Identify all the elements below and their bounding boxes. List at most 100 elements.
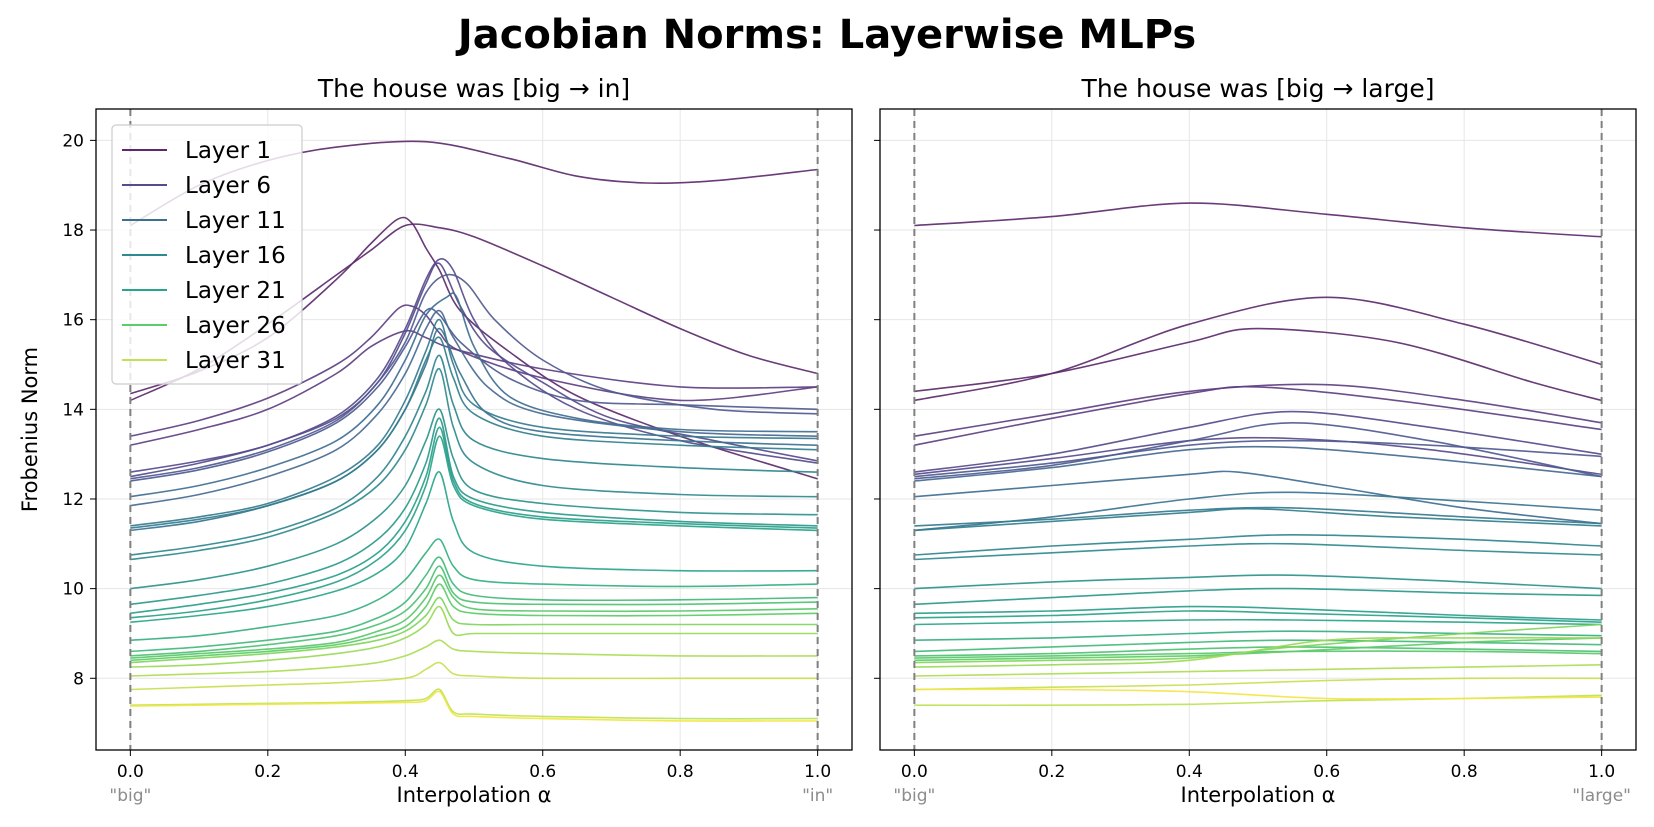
series-line-l27: [130, 596, 818, 664]
series-line-l9: [130, 307, 818, 482]
x-tick-label: 1.0: [804, 762, 831, 782]
series-line-l17: [914, 574, 1602, 590]
series-line-l18: [130, 417, 818, 606]
axes-frame: [879, 108, 1637, 751]
series-line-l14: [914, 507, 1602, 532]
series-line-l20: [914, 610, 1602, 623]
series-line-l17: [130, 408, 818, 590]
panel-title: The house was [big → in]: [317, 74, 630, 103]
series-line-l19: [914, 605, 1602, 621]
x-tick-label: 0.2: [1038, 762, 1065, 782]
legend-label: Layer 11: [185, 208, 286, 234]
series-line-l11: [914, 470, 1602, 525]
right-panel: The house was [big → large] 0.0 0.2 0.4 0.6 0…: [874, 74, 1637, 807]
panel-title: The house was [big → large]: [1081, 74, 1435, 103]
series-line-l15: [914, 533, 1602, 556]
series-line-l21: [914, 618, 1602, 626]
series-line-l30: [130, 661, 818, 691]
series-line-l8: [130, 273, 818, 480]
x-tick-label: 0.8: [1451, 762, 1478, 782]
legend-label: Layer 21: [185, 278, 286, 304]
series-line-l10: [914, 445, 1602, 482]
series-line-l21: [130, 471, 818, 623]
x-tick-label: 0.6: [1313, 762, 1340, 782]
legend-label: Layer 26: [185, 313, 286, 339]
endpoint-label-end: "large": [1572, 786, 1631, 806]
y-tick-label: 12: [62, 490, 84, 510]
series-line-l29: [914, 664, 1602, 677]
y-tick-label: 18: [62, 221, 84, 241]
series-line-l6: [914, 410, 1602, 473]
series-lines: [129, 140, 818, 722]
y-tick-label: 16: [62, 311, 84, 331]
series-line-l9: [914, 421, 1602, 480]
series-line-l11: [130, 292, 818, 498]
figure-title: Jacobian Norms: Layerwise MLPs: [455, 12, 1196, 58]
series-line-l5: [130, 329, 818, 446]
x-tick-label: 1.0: [1588, 762, 1615, 782]
endpoint-label-start: "big": [109, 786, 151, 806]
series-line-l26: [130, 583, 818, 662]
series-lines: [914, 202, 1602, 707]
series-line-l24: [130, 565, 818, 657]
series-line-l23: [914, 639, 1602, 653]
series-line-l5: [914, 385, 1602, 446]
series-line-l19: [130, 426, 818, 615]
series-line-l31: [914, 694, 1602, 707]
series-line-l7: [914, 436, 1602, 476]
legend: Layer 1 Layer 6 Layer 11 Layer 16 Layer 21 La…: [111, 124, 303, 385]
series-line-l28: [130, 605, 818, 668]
y-tick-label: 10: [62, 580, 84, 600]
series-line-l22: [130, 538, 818, 641]
series-line-l13: [130, 318, 818, 527]
series-line-l24: [914, 646, 1602, 657]
legend-label: Layer 16: [185, 243, 286, 269]
y-tick-label: 20: [62, 131, 84, 151]
series-line-l22: [914, 630, 1602, 641]
series-line-l13: [914, 506, 1602, 527]
x-tick-label: 0.0: [901, 762, 928, 782]
series-line-l18: [914, 587, 1602, 606]
series-line-l25: [130, 574, 818, 659]
legend-label: Layer 1: [185, 138, 271, 164]
y-tick-label: 14: [62, 400, 84, 420]
y-axis-label: Frobenius Norm: [18, 347, 42, 512]
series-line-l15: [130, 354, 818, 556]
x-tick-label: 0.0: [117, 762, 144, 782]
x-tick-label: 0.8: [667, 762, 694, 782]
series-line-l30: [914, 677, 1602, 691]
series-line-l7: [130, 262, 818, 478]
series-line-l32: [130, 690, 818, 722]
series-line-l29: [130, 639, 818, 677]
endpoint-label-start: "big": [893, 786, 935, 806]
x-axis-label: Interpolation α: [397, 783, 552, 807]
x-tick-label: 0.2: [254, 762, 281, 782]
left-panel: The house was [big → in] 0.0 0.2 0.4 0.6 0.8 1…: [18, 74, 853, 807]
x-tick-label: 0.4: [1176, 762, 1203, 782]
series-line-l1: [914, 202, 1602, 238]
series-line-l2: [914, 296, 1602, 402]
series-line-l32: [914, 688, 1602, 700]
axes-frame: [95, 108, 853, 751]
series-line-l10: [130, 309, 818, 507]
series-line-l28: [914, 636, 1602, 668]
series-line-l16: [914, 542, 1602, 561]
series-line-l16: [130, 368, 818, 561]
x-tick-label: 0.4: [392, 762, 419, 782]
endpoint-label-end: "in": [802, 786, 833, 806]
series-line-l20: [130, 435, 818, 619]
series-line-l12: [914, 491, 1602, 532]
x-tick-label: 0.6: [529, 762, 556, 782]
series-line-l23: [130, 556, 818, 653]
legend-box: [111, 124, 303, 385]
series-line-l4: [914, 383, 1602, 437]
y-tick-label: 8: [73, 669, 84, 689]
series-line-l31: [130, 688, 818, 720]
legend-label: Layer 31: [185, 348, 286, 374]
x-axis-label: Interpolation α: [1181, 783, 1336, 807]
series-line-l3: [914, 327, 1602, 402]
legend-label: Layer 6: [185, 173, 271, 199]
series-line-l26: [914, 637, 1602, 662]
series-line-l14: [130, 336, 818, 529]
